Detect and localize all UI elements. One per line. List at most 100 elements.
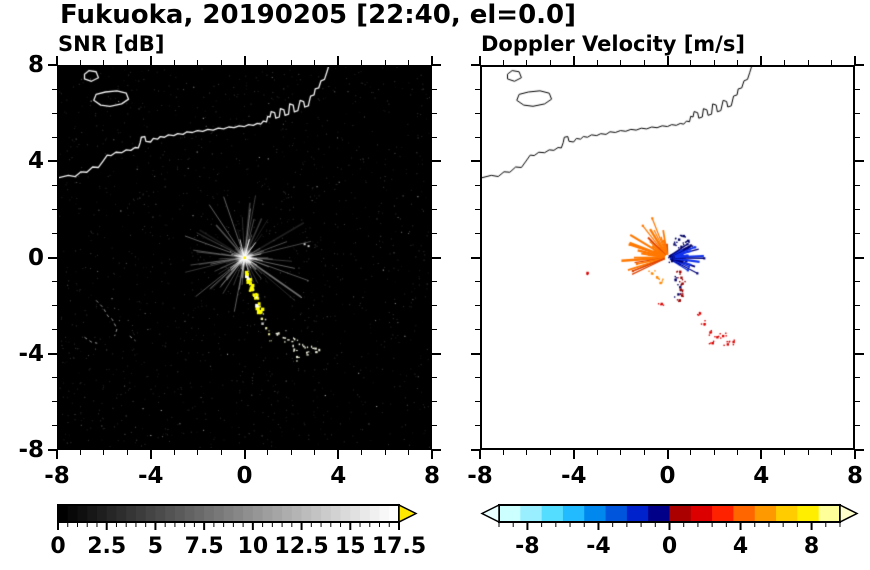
axis-tick [48,64,57,66]
axis-tick [737,450,739,455]
axis-tick [784,60,786,65]
colorbar-segment [145,505,157,522]
axis-tick [314,450,316,455]
colorbar-segment [282,505,293,522]
axis-tick [855,425,860,427]
axis-tick [52,112,57,114]
axis-tick [173,450,175,455]
axis-tick [475,377,480,379]
axis-tick [855,256,864,259]
colorbar-tick-label: 0 [50,534,66,559]
colorbar-segment [291,505,303,522]
axis-tick [79,450,81,455]
axis-tick [854,450,856,459]
y-axis-tick-label: -8 [18,437,44,463]
axis-tick [432,377,437,379]
colorbar-segment [58,505,69,522]
axis-tick [502,450,504,455]
axis-tick [432,232,437,234]
colorbar-segment [562,505,585,522]
axis-tick [48,449,57,451]
colorbar-segment [213,505,225,522]
axis-tick [384,60,386,65]
axis-tick [267,450,269,455]
axis-tick [432,64,441,66]
axis-tick [103,450,105,455]
colorbar-over-arrow [839,503,859,524]
colorbar-segment [96,505,108,522]
colorbar-segment [754,505,777,522]
axis-tick [361,450,363,455]
axis-tick [432,329,437,331]
colorbar-tick-label: 2.5 [87,534,127,559]
colorbar-segment [379,505,390,522]
axis-tick [855,184,860,186]
colorbar-segment [67,505,79,522]
colorbar-tick-label: 12.5 [274,534,329,559]
figure-title: Fukuoka, 20190205 [22:40, el=0.0] [60,0,577,30]
axis-tick [290,450,292,455]
colorbar-segment [135,505,147,522]
x-axis-tick-label: -8 [467,463,493,489]
colorbar-tick-label: 8 [803,534,820,559]
axis-tick [855,64,864,66]
colorbar-segment [165,505,176,522]
colorbar-segment [712,505,735,522]
velocity-plot-canvas [482,67,853,448]
colorbar-tick-label: 10 [237,534,269,559]
axis-tick [337,56,340,65]
x-axis-tick-label: -8 [44,463,70,489]
axis-tick [361,60,363,65]
axis-tick [855,305,860,307]
colorbar-segment [733,505,756,522]
colorbar-tick-label: 0 [661,534,678,559]
axis-tick [432,281,437,283]
axis-tick [596,450,598,455]
colorbar-tick-label: -4 [586,534,611,559]
axis-tick [432,160,441,163]
axis-tick [314,60,316,65]
colorbar-segment [204,505,215,522]
axis-tick [760,56,763,65]
colorbar-segment [499,505,521,522]
axis-tick [408,60,410,65]
colorbar-segment [584,505,607,522]
axis-tick [831,450,833,455]
axis-tick [855,112,860,114]
axis-tick [126,450,128,455]
axis-tick [643,60,645,65]
axis-tick [737,60,739,65]
colorbar-tick-label: -8 [515,534,540,559]
velocity-plot [480,65,855,450]
axis-tick [855,449,864,451]
axis-tick [52,232,57,234]
axis-tick [855,232,860,234]
colorbar-segment [321,505,332,522]
axis-tick [432,184,437,186]
colorbar-segment [311,505,322,522]
y-axis-tick-label: -4 [18,340,44,367]
axis-tick [432,88,437,90]
axis-tick [666,450,669,459]
axis-tick [220,60,222,65]
colorbar-segment [272,505,283,522]
colorbar-over-arrow [398,503,418,524]
colorbar-segment [369,505,381,522]
axis-tick [471,160,480,163]
axis-tick [831,60,833,65]
axis-tick [855,377,860,379]
axis-tick [807,60,809,65]
axis-tick [52,184,57,186]
axis-tick [479,56,481,65]
axis-tick [475,329,480,331]
colorbar-segment [350,505,361,522]
axis-tick [432,305,437,307]
colorbar-segment [262,505,273,522]
axis-tick [760,450,763,459]
axis-tick [572,450,575,459]
axis-tick [479,450,481,459]
axis-tick [337,450,340,459]
colorbar-segment [797,505,820,522]
x-axis-tick-label: -4 [560,463,587,489]
colorbar-segment [818,505,841,522]
